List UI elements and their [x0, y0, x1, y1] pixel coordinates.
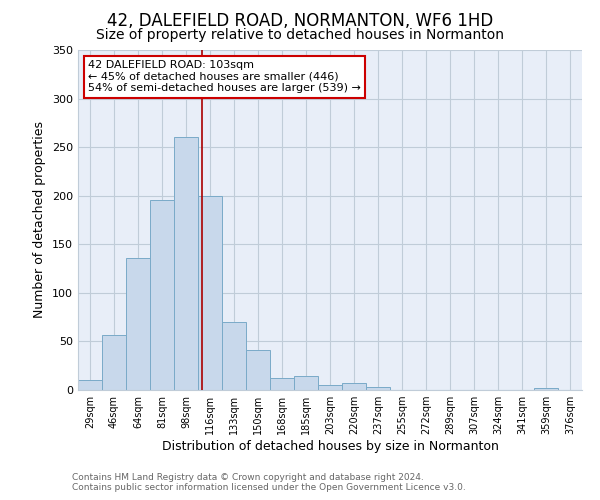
- Bar: [246, 350, 270, 390]
- X-axis label: Distribution of detached houses by size in Normanton: Distribution of detached houses by size …: [161, 440, 499, 453]
- Bar: [366, 387, 390, 390]
- Bar: [318, 385, 342, 390]
- Bar: [102, 334, 126, 390]
- Bar: [150, 200, 174, 390]
- Text: Contains public sector information licensed under the Open Government Licence v3: Contains public sector information licen…: [72, 484, 466, 492]
- Bar: [174, 138, 198, 390]
- Bar: [342, 383, 366, 390]
- Y-axis label: Number of detached properties: Number of detached properties: [34, 122, 46, 318]
- Text: 42 DALEFIELD ROAD: 103sqm
← 45% of detached houses are smaller (446)
54% of semi: 42 DALEFIELD ROAD: 103sqm ← 45% of detac…: [88, 60, 361, 94]
- Bar: [198, 196, 222, 390]
- Bar: [222, 322, 246, 390]
- Bar: [534, 388, 558, 390]
- Text: Contains HM Land Registry data © Crown copyright and database right 2024.: Contains HM Land Registry data © Crown c…: [72, 474, 424, 482]
- Bar: [270, 378, 294, 390]
- Text: Size of property relative to detached houses in Normanton: Size of property relative to detached ho…: [96, 28, 504, 42]
- Bar: [294, 376, 318, 390]
- Bar: [78, 380, 102, 390]
- Bar: [126, 258, 150, 390]
- Text: 42, DALEFIELD ROAD, NORMANTON, WF6 1HD: 42, DALEFIELD ROAD, NORMANTON, WF6 1HD: [107, 12, 493, 30]
